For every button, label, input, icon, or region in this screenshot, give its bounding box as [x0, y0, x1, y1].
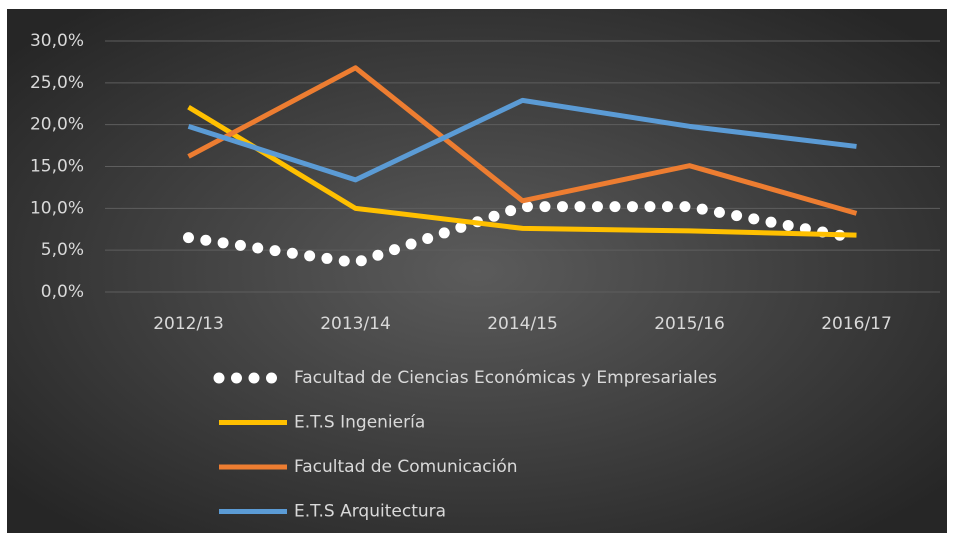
x-tick-label: 2012/13	[153, 314, 224, 334]
legend-label: E.T.S Ingeniería	[294, 413, 425, 433]
series-line	[187, 65, 858, 216]
chart-background	[7, 9, 947, 533]
x-tick-label: 2016/17	[821, 314, 892, 334]
series-line	[187, 97, 857, 183]
y-tick-label: 15,0%	[30, 157, 84, 177]
x-tick-label: 2014/15	[487, 314, 558, 334]
legend-label: Facultad de Comunicación	[294, 457, 518, 477]
x-tick-label: 2015/16	[654, 314, 725, 334]
x-tick-label: 2013/14	[320, 314, 391, 334]
series-line	[187, 104, 857, 238]
y-tick-label: 10,0%	[30, 198, 84, 218]
y-tick-label: 5,0%	[41, 240, 84, 260]
y-tick-label: 30,0%	[30, 31, 84, 51]
y-tick-label: 0,0%	[41, 282, 84, 302]
y-tick-label: 20,0%	[30, 115, 84, 135]
y-tick-label: 25,0%	[30, 73, 84, 93]
legend-label: E.T.S Arquitectura	[294, 502, 446, 522]
series-line	[183, 201, 862, 269]
legend-label: Facultad de Ciencias Económicas y Empres…	[294, 368, 717, 388]
